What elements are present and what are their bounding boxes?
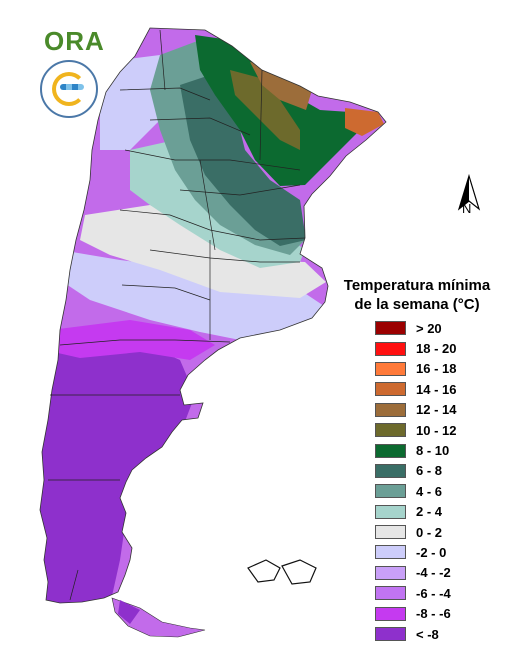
legend-label: -2 - 0: [416, 544, 447, 560]
legend-swatch: [375, 484, 406, 499]
legend-label: 0 - 2: [416, 524, 443, 540]
legend-swatch: [375, 565, 406, 580]
legend-title: Temperatura mínima de la semana (°C): [332, 276, 502, 314]
zone-10-12: [230, 70, 300, 150]
legend-label: 14 - 16: [416, 381, 457, 397]
legend-swatch: [375, 382, 406, 397]
legend-swatch: [375, 443, 406, 458]
legend-item: 8 - 10: [375, 440, 456, 460]
legend-item: -6 - -4: [375, 583, 456, 603]
zone-minus2-0-north: [100, 55, 170, 150]
legend-swatch: [375, 627, 406, 642]
legend-item: -4 - -2: [375, 563, 456, 583]
legend-label: 10 - 12: [416, 422, 457, 438]
legend-item: 10 - 12: [375, 420, 456, 440]
country-outline: [39, 27, 387, 604]
legend-swatch: [375, 321, 406, 336]
legend-item: 4 - 6: [375, 481, 456, 501]
legend: > 20 18 - 20 16 - 18 14 - 16 12 - 14 10 - 12 8…: [375, 318, 456, 644]
legend-item: 6 - 8: [375, 461, 456, 481]
ora-logo: ORA: [44, 26, 105, 56]
legend-label: -8 - -6: [416, 606, 451, 622]
legend-item: 18 - 20: [375, 338, 456, 358]
legend-label: 6 - 8: [416, 463, 443, 479]
zone-6-8: [180, 75, 306, 246]
legend-item: > 20: [375, 318, 456, 338]
legend-title-line-1: Temperatura mínima: [343, 277, 491, 294]
zone-0-2: [80, 205, 326, 298]
legend-title-line-2: de la semana (°C): [354, 296, 480, 313]
zone-14-16-misiones: [345, 108, 384, 136]
legend-swatch: [375, 423, 406, 438]
legend-label: < -8: [416, 626, 439, 642]
legend-item: < -8: [375, 624, 456, 644]
legend-label: 4 - 6: [416, 483, 443, 499]
legend-swatch: [375, 402, 406, 417]
legend-swatch: [375, 361, 406, 376]
legend-swatch: [375, 504, 406, 519]
legend-label: 18 - 20: [416, 341, 457, 357]
province-borders: [48, 29, 306, 601]
zone-lt-minus8: [40, 338, 195, 603]
legend-swatch: [375, 341, 406, 356]
north-arrow-icon: [457, 173, 481, 211]
legend-item: 14 - 16: [375, 379, 456, 399]
legend-label: > 20: [416, 320, 442, 336]
legend-label: -4 - -2: [416, 565, 451, 581]
legend-swatch: [375, 463, 406, 478]
legend-item: 12 - 14: [375, 400, 456, 420]
legend-label: 2 - 4: [416, 504, 443, 520]
legend-swatch: [375, 606, 406, 621]
tierra-del-fuego-cold-zone: [118, 600, 140, 624]
north-label: N: [462, 201, 472, 216]
legend-item: 0 - 2: [375, 522, 456, 542]
smn-badge-icon: [40, 60, 98, 118]
legend-item: 16 - 18: [375, 359, 456, 379]
legend-item: 2 - 4: [375, 502, 456, 522]
islas-malvinas: [247, 559, 317, 585]
legend-swatch: [375, 586, 406, 601]
zone-12-14-north: [250, 62, 312, 110]
legend-swatch: [375, 545, 406, 560]
legend-label: 12 - 14: [416, 402, 457, 418]
legend-label: -6 - -4: [416, 585, 451, 601]
legend-label: 8 - 10: [416, 443, 450, 459]
legend-swatch: [375, 525, 406, 540]
legend-item: -2 - 0: [375, 542, 456, 562]
legend-item: -8 - -6: [375, 603, 456, 623]
legend-label: 16 - 18: [416, 361, 457, 377]
